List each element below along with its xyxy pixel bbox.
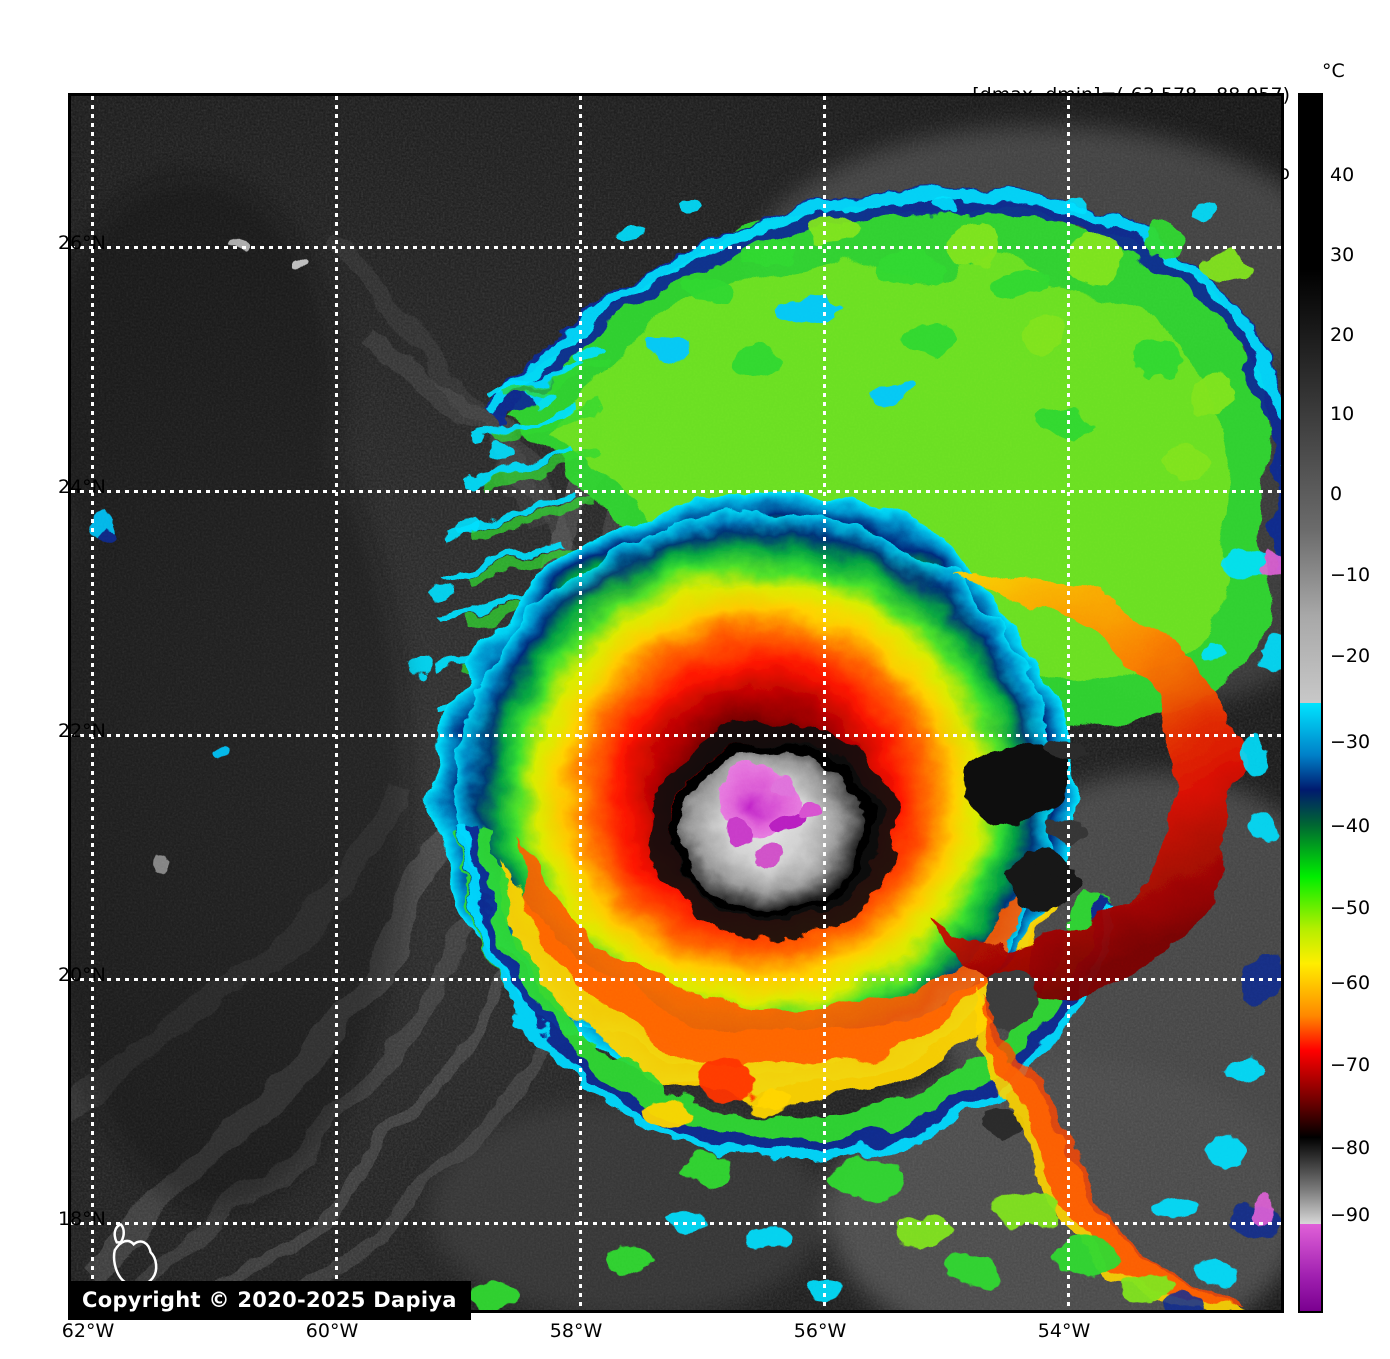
colorbar-tick-m10: −10 <box>1330 564 1371 586</box>
colorbar <box>1298 93 1323 1313</box>
satellite-image-plot <box>68 93 1284 1313</box>
colorbar-tick-m80: −80 <box>1330 1137 1371 1159</box>
x-tick-label-2: 58°W <box>549 1320 603 1342</box>
gridline-lat-24n <box>71 490 1281 493</box>
gridline-lat-22n <box>71 734 1281 737</box>
colorbar-tick-20: 20 <box>1330 324 1355 346</box>
colorbar-tick-m70: −70 <box>1330 1054 1371 1076</box>
gridline-lon-56w <box>823 96 826 1310</box>
colorbar-gradient <box>1300 95 1321 1311</box>
y-tick-label-3: 20°N <box>58 964 106 986</box>
colorbar-tick-m30: −30 <box>1330 731 1371 753</box>
colorbar-tick-m40: −40 <box>1330 815 1371 837</box>
y-tick-label-1: 24°N <box>58 476 106 498</box>
x-tick-label-0: 62°W <box>61 1320 115 1342</box>
colorbar-tick-30: 30 <box>1330 244 1355 266</box>
x-tick-label-1: 60°W <box>305 1320 359 1342</box>
colorbar-tick-m50: −50 <box>1330 897 1371 919</box>
y-tick-label-2: 22°N <box>58 720 106 742</box>
colorbar-tick-m90: −90 <box>1330 1204 1371 1226</box>
colorbar-tick-0: 0 <box>1330 483 1343 505</box>
gridline-lon-54w <box>1067 96 1070 1310</box>
gridline-lat-18n <box>71 1222 1281 1225</box>
copyright-badge: Copyright © 2020-2025 Dapiya <box>68 1281 471 1320</box>
gridline-lat-20n <box>71 978 1281 981</box>
gridline-lon-60w <box>335 96 338 1310</box>
colorbar-tick-m60: −60 <box>1330 972 1371 994</box>
colorbar-tick-40: 40 <box>1330 164 1355 186</box>
x-tick-label-4: 54°W <box>1037 1320 1091 1342</box>
colorbar-tick-m20: −20 <box>1330 645 1371 667</box>
y-tick-label-4: 18°N <box>58 1208 106 1230</box>
infrared-satellite-raster <box>71 96 1281 1310</box>
gridline-lat-26n <box>71 246 1281 249</box>
x-tick-label-3: 56°W <box>793 1320 847 1342</box>
gridline-lon-58w <box>579 96 582 1310</box>
y-tick-label-0: 26°N <box>58 232 106 254</box>
gridline-lon-62w <box>91 96 94 1310</box>
colorbar-unit-label: °C <box>1322 60 1345 82</box>
colorbar-tick-10: 10 <box>1330 403 1355 425</box>
